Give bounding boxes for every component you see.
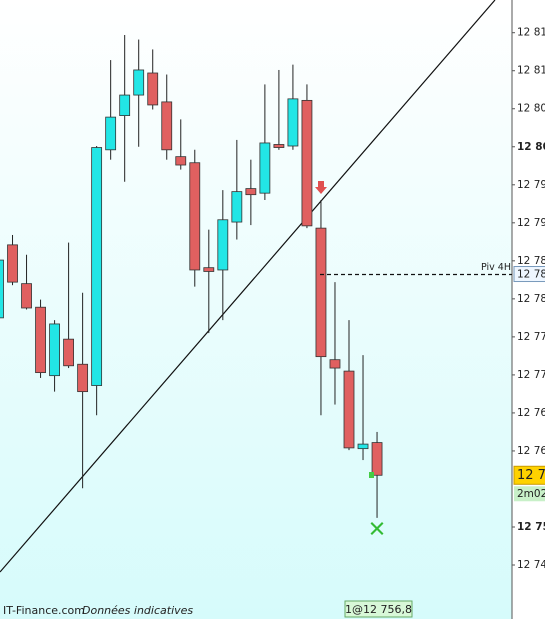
pivot-box [513,266,545,283]
buy-marker [370,522,384,535]
candle-body [273,144,285,148]
axis-background [512,0,545,619]
countdown: 2m02 [517,488,545,500]
footer-note: Données indicatives [82,604,193,617]
pivot-label: 12 783,2 [517,269,545,281]
price-tag: 1@12 756,8 [345,603,412,616]
y-tick-label: 12 765 [517,407,545,419]
candle-body [91,147,103,386]
candle-body [245,188,257,196]
candle-body [49,323,60,377]
footer-source: IT-Finance.com [3,604,85,617]
candle-body [147,72,159,106]
price-tag-box [344,600,413,618]
candle-body [77,363,89,393]
candle-body [105,116,117,151]
candle-body [203,267,215,272]
candle-body [175,156,187,166]
last-price-box [513,465,545,485]
candle-body [7,244,18,283]
y-tick-label: 12 745 [517,559,545,571]
candle-body [21,283,32,309]
candle-body [161,101,173,151]
candle-body [329,359,341,369]
plot-background [0,0,512,619]
y-tick-label: 12 780 [517,293,545,305]
candle-body [217,219,229,271]
y-tick-label: 12 775 [517,331,545,343]
marker [369,472,374,478]
y-tick-label: 12 790 [517,217,545,229]
y-tick-label: 12 810 [517,65,545,77]
candle-body [0,259,4,319]
y-tick-label: 12 815 [517,27,545,39]
y-tick-label: 12 785 [517,255,545,267]
candle-body [371,442,383,476]
y-tick-label: 12 770 [517,369,545,381]
sell-arrow [315,181,327,194]
candle-body [63,338,74,367]
candle-body [35,306,46,374]
candle-body [357,443,369,450]
y-tick-label: 12 760 [517,445,545,457]
candle-body [287,98,299,147]
candle-body [259,142,271,194]
y-tick-label: 12 800 [517,141,545,153]
candle-body [231,191,243,223]
y-tick-label: 12 795 [517,179,545,191]
y-tick-label: 12 805 [517,103,545,115]
countdown-box [514,486,545,502]
candle-body [133,69,145,96]
last-price-label: 12 756,8 [517,468,545,483]
candle-body [315,227,327,358]
candle-body [301,99,313,227]
candle-body [119,94,131,116]
y-tick-label: 12 750 [517,521,545,533]
candle-body [189,162,201,271]
candle-body [343,370,355,449]
pivot-name: Piv 4H [481,262,511,273]
